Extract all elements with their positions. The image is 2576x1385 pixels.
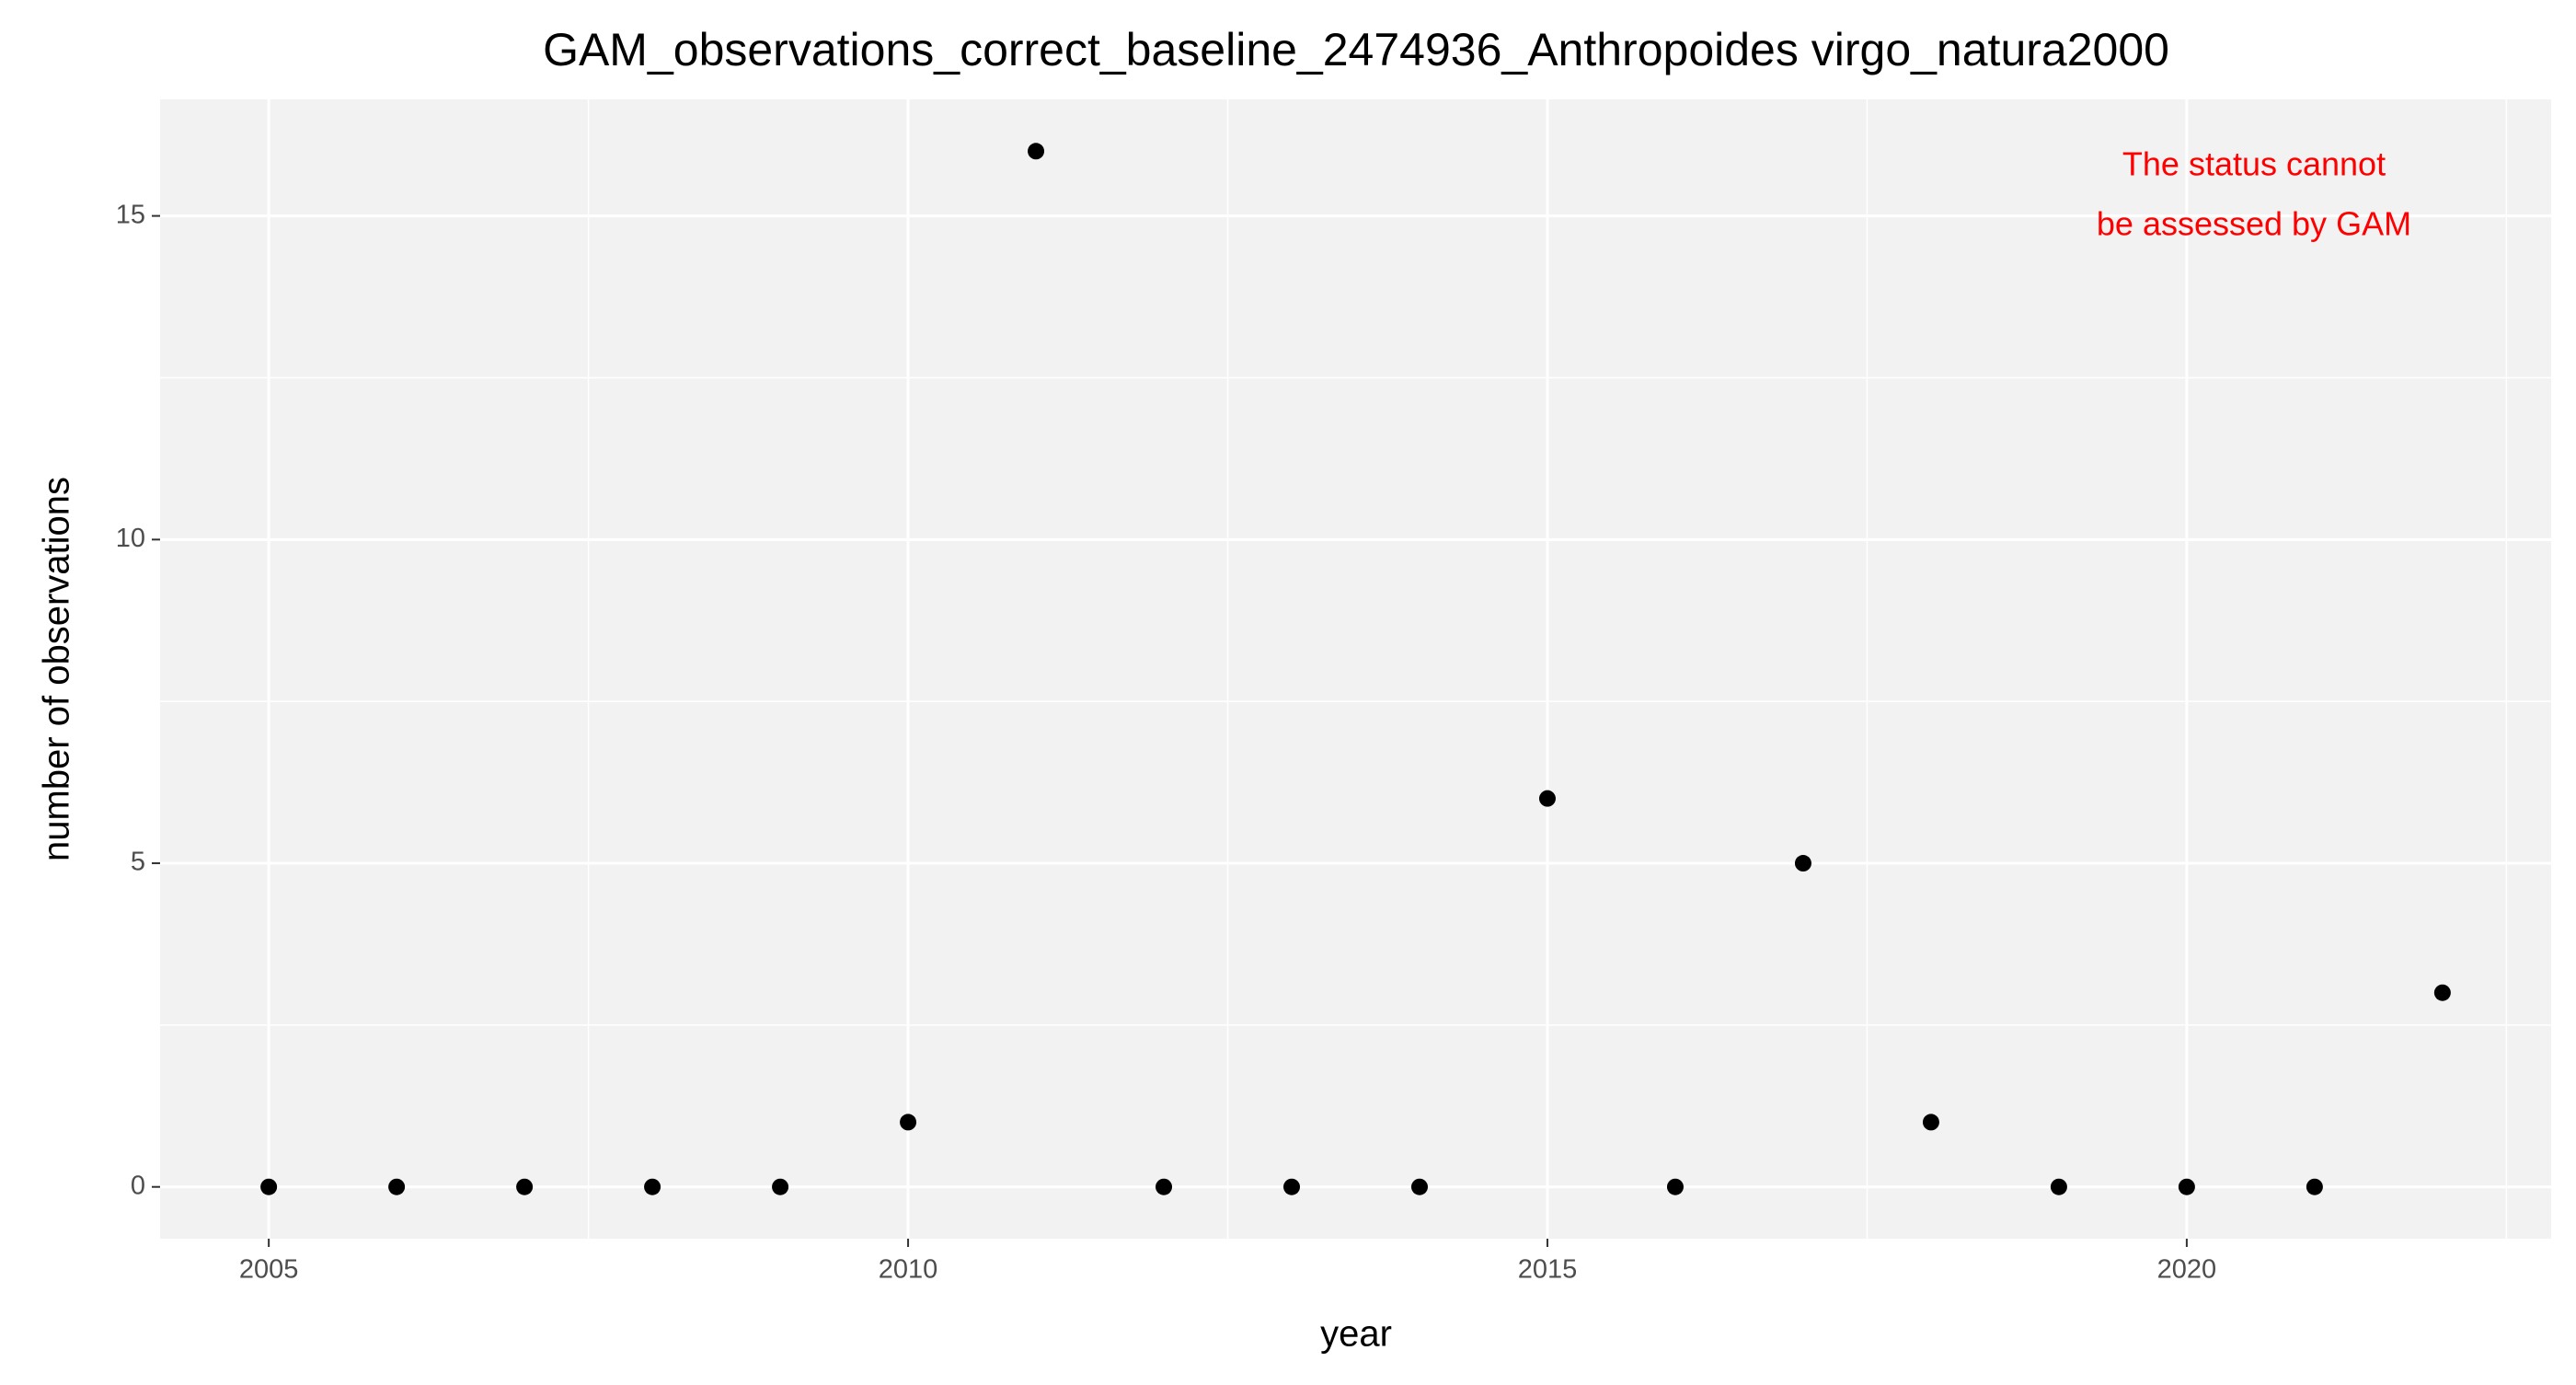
point (2433, 984, 2451, 1001)
point (2050, 1178, 2067, 1195)
annotation: The status cannot (2122, 145, 2386, 183)
x-axis-label: year (1320, 1314, 1392, 1355)
y-tick-label: 10 (116, 524, 145, 553)
point (1028, 143, 1045, 160)
point (516, 1178, 534, 1195)
point (1410, 1178, 1428, 1195)
y-tick-label: 5 (131, 848, 145, 877)
point (260, 1178, 278, 1195)
point (2178, 1178, 2195, 1195)
point (1794, 855, 1811, 872)
point (900, 1114, 917, 1131)
point (1156, 1178, 1173, 1195)
point (772, 1178, 789, 1195)
y-tick-label: 0 (131, 1171, 145, 1200)
point (2306, 1178, 2323, 1195)
annotation: be assessed by GAM (2097, 205, 2411, 243)
point (1666, 1178, 1684, 1195)
y-tick-label: 15 (116, 200, 145, 229)
x-tick-label: 2020 (2157, 1255, 2217, 1285)
x-tick-label: 2010 (879, 1255, 938, 1285)
point (644, 1178, 661, 1195)
point (1538, 790, 1556, 807)
point (1283, 1178, 1301, 1195)
y-axis-label: number of observations (37, 477, 77, 861)
point (1922, 1114, 1939, 1131)
point (388, 1178, 406, 1195)
x-tick-label: 2015 (1518, 1255, 1578, 1285)
x-tick-label: 2005 (239, 1255, 299, 1285)
chart-title: GAM_observations_correct_baseline_247493… (543, 24, 2169, 75)
plot-panel (160, 99, 2551, 1239)
